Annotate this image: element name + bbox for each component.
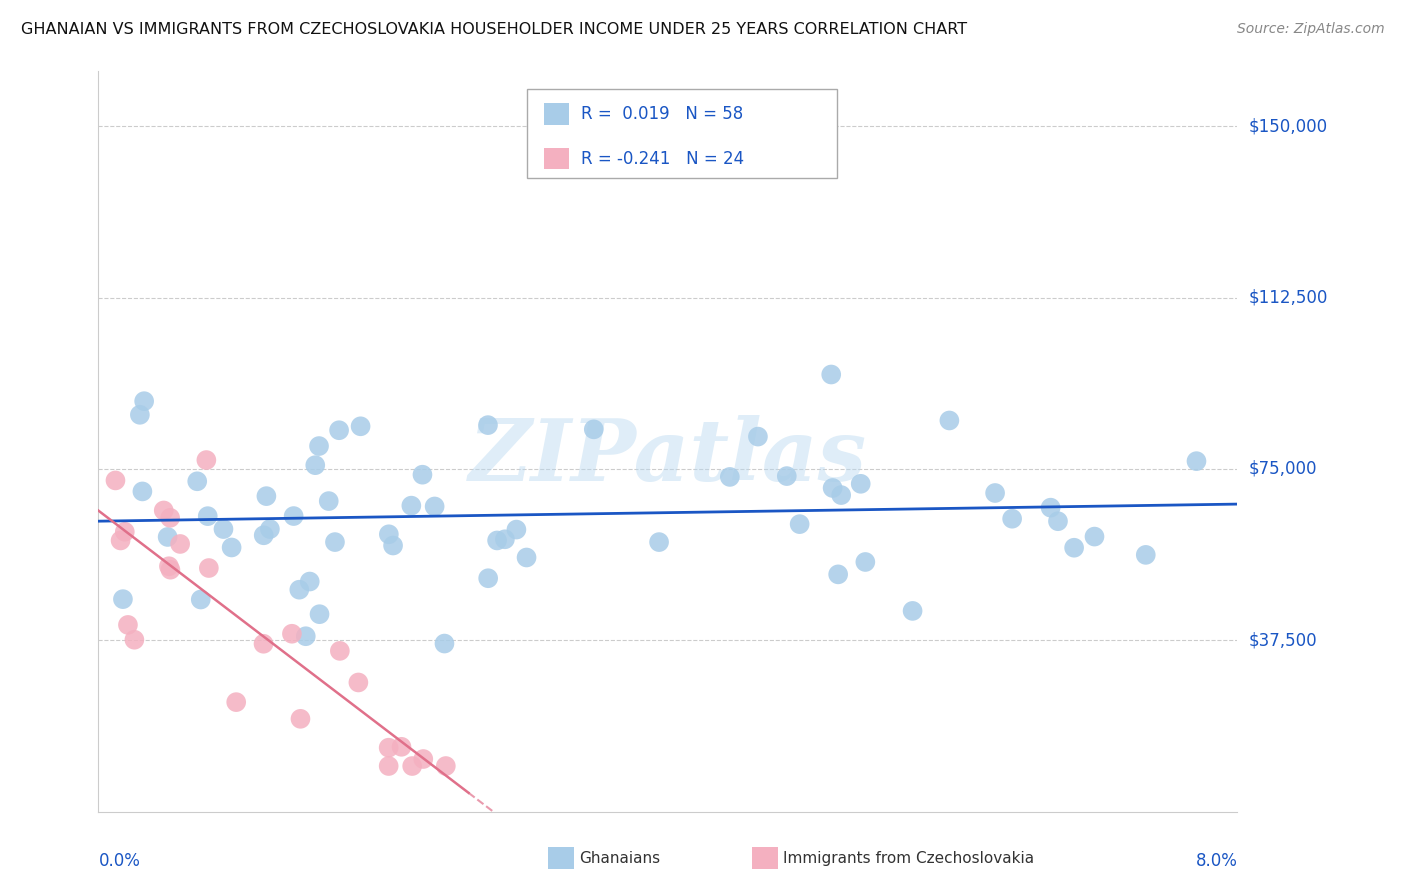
Point bbox=[323, 535, 346, 549]
Point bbox=[308, 607, 330, 622]
Point bbox=[1046, 514, 1069, 528]
Point bbox=[827, 567, 849, 582]
Point bbox=[221, 541, 243, 555]
Point bbox=[308, 439, 330, 453]
Point bbox=[128, 408, 150, 422]
Point bbox=[117, 618, 139, 632]
Point bbox=[516, 550, 538, 565]
Point bbox=[401, 499, 423, 513]
Text: R =  0.019   N = 58: R = 0.019 N = 58 bbox=[581, 105, 742, 123]
Point bbox=[411, 467, 433, 482]
Point bbox=[377, 759, 399, 773]
Point bbox=[1039, 500, 1062, 515]
Point bbox=[329, 644, 352, 658]
Point bbox=[849, 476, 872, 491]
Point bbox=[648, 535, 671, 549]
Point bbox=[225, 695, 247, 709]
Point bbox=[318, 494, 340, 508]
Point bbox=[477, 571, 499, 585]
Point bbox=[401, 759, 423, 773]
Point bbox=[281, 626, 304, 640]
Point bbox=[412, 752, 434, 766]
Point bbox=[131, 484, 153, 499]
Point bbox=[853, 555, 876, 569]
Point bbox=[152, 503, 174, 517]
Point bbox=[434, 759, 457, 773]
Point bbox=[349, 419, 371, 434]
Point bbox=[197, 509, 219, 524]
Point bbox=[298, 574, 321, 589]
Point bbox=[378, 527, 401, 541]
Point bbox=[382, 539, 405, 553]
Point bbox=[1063, 541, 1085, 555]
Point bbox=[820, 368, 842, 382]
Point bbox=[938, 413, 960, 427]
Text: Ghanaians: Ghanaians bbox=[579, 851, 661, 865]
Point bbox=[347, 675, 370, 690]
Point bbox=[423, 500, 446, 514]
Point bbox=[288, 582, 311, 597]
Point bbox=[477, 418, 499, 433]
Text: Source: ZipAtlas.com: Source: ZipAtlas.com bbox=[1237, 22, 1385, 37]
Point bbox=[486, 533, 509, 548]
Text: $37,500: $37,500 bbox=[1249, 632, 1317, 649]
Point bbox=[254, 489, 277, 503]
Point bbox=[110, 533, 132, 548]
Point bbox=[377, 740, 399, 755]
Point bbox=[198, 561, 221, 575]
Point bbox=[1135, 548, 1157, 562]
Point bbox=[391, 739, 413, 754]
Point bbox=[1185, 454, 1208, 468]
Point bbox=[186, 475, 208, 489]
Point bbox=[104, 474, 127, 488]
Point bbox=[159, 563, 181, 577]
Point bbox=[294, 629, 316, 643]
Point bbox=[259, 522, 281, 536]
Point bbox=[582, 422, 605, 436]
Point bbox=[134, 394, 156, 409]
Point bbox=[505, 523, 527, 537]
Text: 8.0%: 8.0% bbox=[1195, 853, 1237, 871]
Point bbox=[1001, 512, 1024, 526]
Point bbox=[1083, 530, 1105, 544]
Point bbox=[776, 469, 799, 483]
Point bbox=[114, 524, 136, 539]
Point bbox=[283, 509, 305, 524]
Point bbox=[290, 712, 312, 726]
Point bbox=[747, 429, 769, 443]
Text: $150,000: $150,000 bbox=[1249, 117, 1327, 136]
Point bbox=[494, 533, 516, 547]
Point bbox=[718, 470, 741, 484]
Text: $75,000: $75,000 bbox=[1249, 460, 1317, 478]
Text: $112,500: $112,500 bbox=[1249, 289, 1327, 307]
Point bbox=[169, 537, 191, 551]
Point bbox=[789, 517, 811, 532]
Point bbox=[830, 488, 852, 502]
Point bbox=[159, 511, 181, 525]
Text: R = -0.241   N = 24: R = -0.241 N = 24 bbox=[581, 150, 744, 168]
Text: GHANAIAN VS IMMIGRANTS FROM CZECHOSLOVAKIA HOUSEHOLDER INCOME UNDER 25 YEARS COR: GHANAIAN VS IMMIGRANTS FROM CZECHOSLOVAK… bbox=[21, 22, 967, 37]
Point bbox=[190, 592, 212, 607]
Point bbox=[252, 637, 274, 651]
Point bbox=[195, 453, 218, 467]
Text: ZIPatlas: ZIPatlas bbox=[468, 415, 868, 498]
Point bbox=[157, 559, 180, 574]
Point bbox=[111, 592, 134, 607]
Point bbox=[156, 530, 179, 544]
Point bbox=[253, 528, 276, 542]
Point bbox=[212, 522, 235, 536]
Point bbox=[901, 604, 924, 618]
Point bbox=[328, 423, 350, 437]
Point bbox=[433, 636, 456, 650]
Point bbox=[984, 486, 1007, 500]
Point bbox=[304, 458, 326, 473]
Text: Immigrants from Czechoslovakia: Immigrants from Czechoslovakia bbox=[783, 851, 1035, 865]
Text: 0.0%: 0.0% bbox=[98, 853, 141, 871]
Point bbox=[124, 632, 146, 647]
Point bbox=[821, 481, 844, 495]
